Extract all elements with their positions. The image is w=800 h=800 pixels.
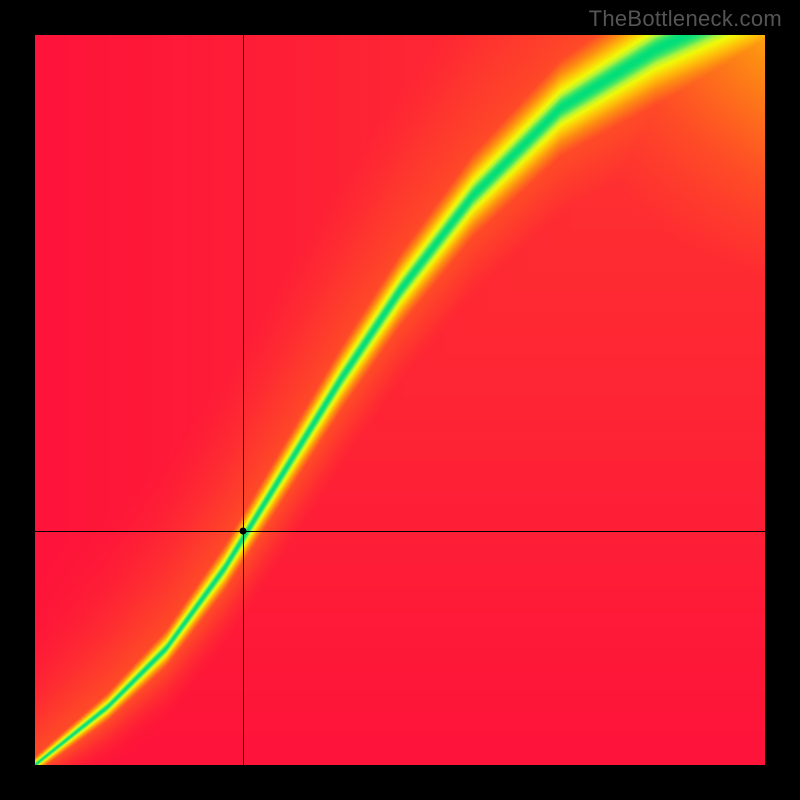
bottleneck-heatmap [35, 35, 765, 765]
chart-container: { "watermark": "TheBottleneck.com", "can… [0, 0, 800, 800]
watermark-text: TheBottleneck.com [589, 6, 782, 32]
crosshair-marker[interactable] [240, 528, 247, 535]
crosshair-vertical [243, 35, 244, 765]
crosshair-horizontal [35, 531, 765, 532]
